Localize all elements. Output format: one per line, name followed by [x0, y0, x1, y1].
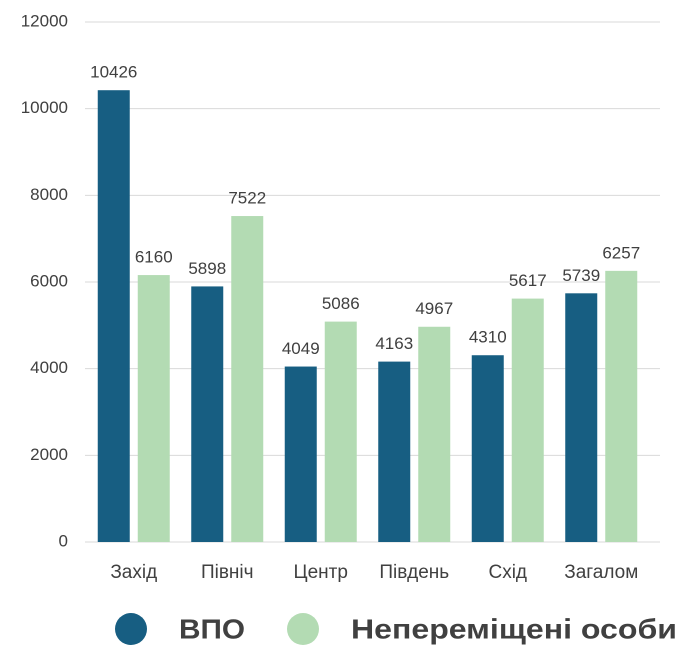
bar — [191, 286, 224, 542]
bar — [605, 270, 638, 542]
data-label: 6257 — [602, 243, 640, 262]
y-tick-label: 4000 — [30, 358, 68, 377]
data-label: 4163 — [375, 334, 413, 353]
y-tick-label: 8000 — [30, 185, 68, 204]
x-tick-label: Центр — [294, 562, 348, 583]
data-label: 4049 — [282, 339, 320, 358]
bar — [511, 298, 544, 542]
legend-marker — [115, 613, 147, 645]
y-tick-label: 0 — [59, 531, 68, 550]
y-tick-label: 10000 — [21, 98, 68, 117]
legend-label: Непереміщені особи — [351, 613, 677, 644]
bar — [324, 321, 357, 542]
legend-label: ВПО — [179, 613, 245, 644]
bar — [231, 216, 264, 542]
bar — [97, 90, 130, 542]
y-tick-label: 12000 — [21, 11, 68, 30]
legend-marker — [287, 613, 319, 645]
y-tick-label: 6000 — [30, 271, 68, 290]
data-label: 5086 — [322, 294, 360, 313]
bar — [565, 293, 598, 542]
data-label: 4310 — [469, 328, 507, 347]
x-tick-label: Південь — [379, 562, 449, 583]
data-label: 4967 — [415, 299, 453, 318]
data-label: 6160 — [135, 248, 173, 267]
data-label: 5617 — [509, 271, 547, 290]
data-label: 7522 — [228, 189, 266, 208]
y-tick-label: 2000 — [30, 445, 68, 464]
bar — [284, 366, 317, 542]
bar — [378, 361, 411, 542]
bar — [137, 275, 170, 542]
x-tick-label: Загалом — [564, 562, 638, 583]
x-tick-label: Схід — [488, 562, 527, 583]
bar — [418, 326, 451, 542]
x-tick-label: Захід — [110, 562, 157, 583]
bar — [471, 355, 504, 542]
data-label: 10426 — [90, 63, 137, 82]
x-tick-label: Північ — [201, 562, 254, 583]
data-label: 5898 — [188, 259, 226, 278]
data-label: 5739 — [562, 266, 600, 285]
